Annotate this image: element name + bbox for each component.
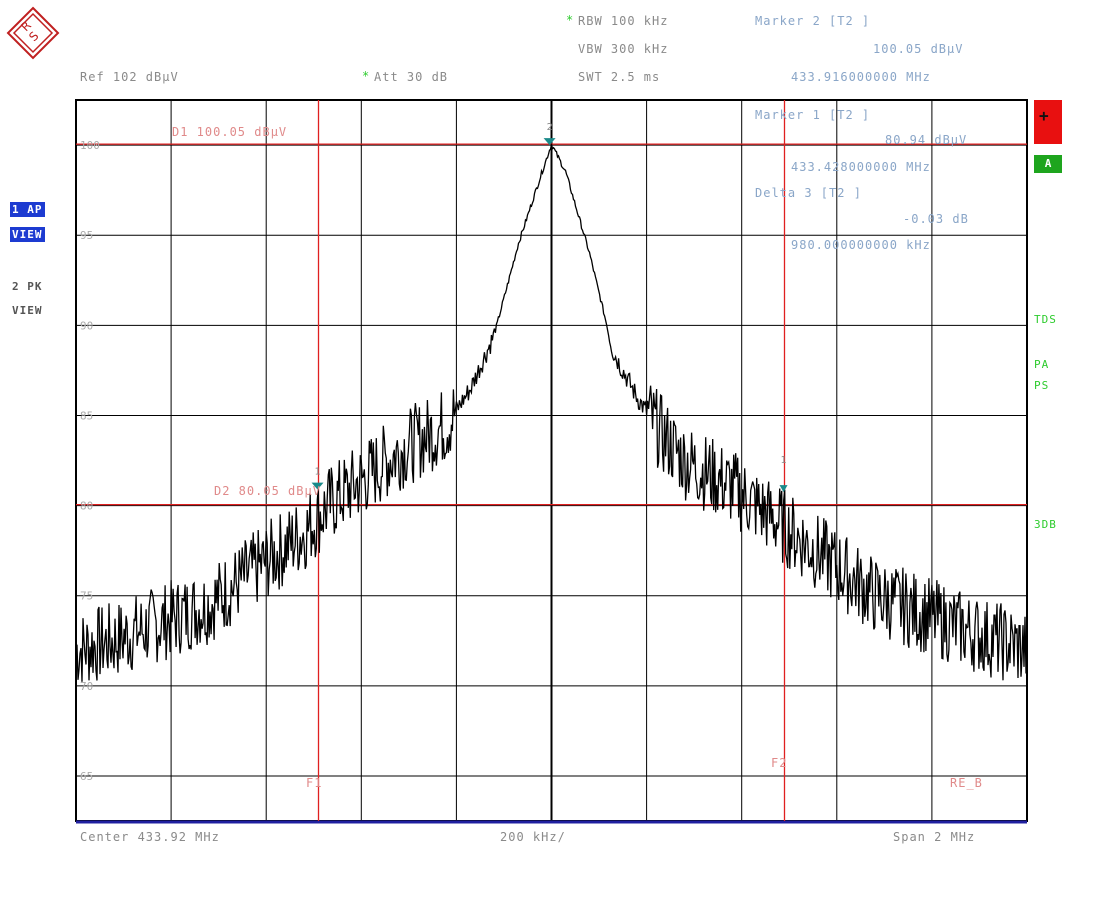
trace1-mode-badge[interactable]: 1 AP [10, 202, 45, 217]
marker2-title: Marker 2 [T2 ] [755, 14, 871, 28]
y-tick-label: 65 [80, 770, 93, 783]
ref-level: Ref 102 dBµV [80, 70, 179, 84]
y-tick-label: 75 [80, 590, 93, 603]
re-b-label: RE_B [950, 776, 983, 790]
d1-line-label: D1 100.05 dBµV [172, 125, 288, 139]
y-tick-label: 100 [80, 139, 100, 152]
delta-marker-triangle [779, 485, 788, 493]
plus-icon: + [1039, 106, 1049, 125]
att-star: * [362, 69, 371, 83]
f1-line-label: F1 [306, 776, 323, 790]
pa-label: PA [1034, 358, 1050, 371]
marker-toggle-button[interactable]: + [1034, 100, 1062, 144]
trace-a-badge[interactable]: A [1034, 155, 1062, 173]
markers: 2 1 1 [311, 122, 788, 493]
marker2-level: 100.05 dBµV [873, 42, 964, 56]
rbw-star: * [566, 13, 575, 27]
center-frequency: Center 433.92 MHz [80, 830, 220, 844]
ps-label: PS [1034, 379, 1050, 392]
trace2-view-label: VIEW [12, 304, 43, 317]
grid [75, 99, 1028, 824]
marker-1-label: 1 [315, 467, 321, 478]
marker-2-label: 2 [547, 122, 553, 133]
delta-freq: 980.000000000 kHz [791, 238, 931, 252]
marker1-freq: 433.428000000 MHz [791, 160, 931, 174]
marker1-level: 80.94 dBµV [885, 133, 968, 147]
spectrum-trace [75, 144, 1028, 682]
f2-line-label: F2 [771, 756, 788, 770]
d2-line-label: D2 80.05 dBµV [214, 484, 321, 498]
marker1-title: Marker 1 [T2 ] [755, 108, 871, 122]
rbw-label: RBW 100 kHz [578, 14, 669, 28]
trace2-mode-label: 2 PK [12, 280, 43, 293]
y-tick-label: 95 [80, 229, 93, 242]
swt-label: SWT 2.5 ms [578, 70, 661, 84]
3db-label: 3DB [1034, 518, 1057, 531]
y-tick-label: 90 [80, 319, 93, 332]
delta-title: Delta 3 [T2 ] [755, 186, 862, 200]
y-tick-label: 85 [80, 409, 93, 422]
y-tick-label: 70 [80, 680, 93, 693]
rohde-schwarz-logo: R S [6, 6, 60, 60]
frequency-per-div: 200 kHz/ [500, 830, 566, 844]
vbw-label: VBW 300 kHz [578, 42, 669, 56]
y-tick-label: 80 [80, 500, 93, 513]
delta-level: -0.03 dB [903, 212, 969, 226]
span: Span 2 MHz [893, 830, 976, 844]
y-tick-labels: 100 95 90 85 80 75 70 65 [80, 139, 100, 783]
marker2-freq: 433.916000000 MHz [791, 70, 931, 84]
delta-marker-label: 1 [781, 455, 787, 466]
marker-1-triangle [311, 482, 324, 490]
trace1-view-badge[interactable]: VIEW [10, 227, 45, 242]
marker-2-triangle [543, 138, 556, 146]
attenuation: Att 30 dB [374, 70, 449, 84]
tdf-label: TDS [1034, 313, 1057, 326]
